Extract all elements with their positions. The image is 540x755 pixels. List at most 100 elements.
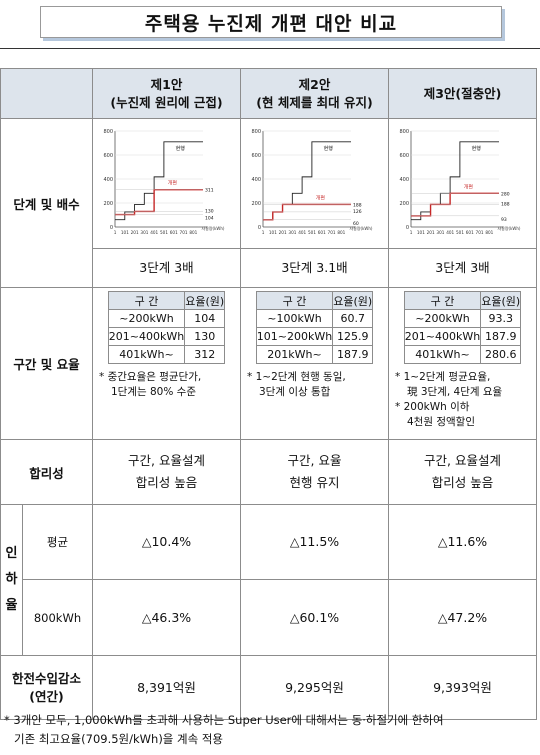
y-tick-label: 400	[399, 177, 409, 183]
rate-table-2: 구 간 요율(원) ~100kWh 60.7 101~200kWh 125.9 201…	[255, 291, 374, 364]
mini-cell: 130	[184, 327, 226, 346]
rate-note-2: * 1~2단계 현행 동일, 3단계 이상 통합	[247, 371, 346, 398]
col-header-3: 제3안(절충안)	[388, 68, 537, 119]
x-tick-label: 801	[485, 230, 493, 235]
reform-tariff-line	[114, 188, 203, 215]
x-tick-label: 301	[140, 230, 148, 235]
row-label-revenue: 한전수입감소 (연간)	[0, 655, 93, 720]
rate-table-1: 구 간 요율(원) ~200kWh 104 201~400kWh 130 401kWh…	[107, 291, 226, 364]
rationality-2: 구간, 요율 현행 유지	[240, 439, 389, 505]
x-tick-label: 501	[307, 230, 315, 235]
mini-cell: 401kWh~	[403, 345, 482, 364]
mini-cell: 201~400kWh	[403, 327, 482, 346]
step-summary-2: 3단계 3.1배	[240, 248, 389, 288]
row-label-steps: 단계 및 배수	[0, 118, 93, 288]
right-value-label: 311	[205, 187, 214, 193]
x-tick-label: 401	[446, 230, 454, 235]
mini-cell: ~200kWh	[107, 309, 186, 328]
x-tick-label: 301	[436, 230, 444, 235]
step-summary-3: 3단계 3배	[388, 248, 537, 288]
y-tick-label: 200	[399, 201, 409, 207]
x-tick-label: 101	[120, 230, 128, 235]
rationality-3: 구간, 요율설계 합리성 높음	[388, 439, 537, 505]
chart-cell-1: 800 600 400 200 0 1 101 201 301 401 501 601 701 801 사용…	[92, 118, 241, 249]
right-value-label: 104	[205, 215, 214, 221]
x-unit-label: 사용량(kWh)	[201, 225, 224, 231]
rate-cell-2: 구 간 요율(원) ~100kWh 60.7 101~200kWh 125.9 201…	[240, 287, 389, 440]
x-tick-label: 701	[327, 230, 335, 235]
rationality-1: 구간, 요율설계 합리성 높음	[92, 439, 241, 505]
chart-cell-3: 800 600 400 200 0 1 101 201 301 401 501 601 701 801 사용…	[388, 118, 537, 249]
current-label: 현행	[323, 145, 333, 152]
reform-label: 개편	[167, 179, 177, 186]
y-tick-label: 800	[103, 129, 113, 135]
x-tick-label: 201	[130, 230, 138, 235]
current-label: 현행	[175, 145, 185, 152]
x-tick-label: 501	[455, 230, 463, 235]
row-label-rates: 구간 및 요율	[0, 287, 93, 440]
rate-note-3: * 1~2단계 평균요율, 現 3단계, 4단계 요율 * 200kWh 이하 …	[395, 371, 503, 428]
mini-cell: 125.9	[332, 327, 374, 346]
right-value-label: 188	[501, 201, 510, 207]
x-tick-label: 801	[189, 230, 197, 235]
right-value-label: 188	[353, 202, 362, 208]
mini-head: 구 간	[107, 291, 186, 310]
x-tick-label: 801	[337, 230, 345, 235]
rate-cell-1: 구 간 요율(원) ~200kWh 104 201~400kWh 130 401kWh…	[92, 287, 241, 440]
x-tick-label: 401	[150, 230, 158, 235]
x-tick-label: 601	[465, 230, 473, 235]
step-chart-2: 800 600 400 200 01 101 201 301 401 501 601 701 801 사용…	[251, 129, 372, 235]
corner-cell	[0, 68, 93, 119]
x-tick-label: 401	[298, 230, 306, 235]
mini-head: 구 간	[255, 291, 334, 310]
mini-cell: 280.6	[480, 345, 522, 364]
row-label-avg: 평균	[22, 504, 93, 580]
current-label: 현행	[471, 145, 481, 152]
revenue-1: 8,391억원	[92, 655, 241, 720]
rate-cell-3: 구 간 요율(원) ~200kWh 93.3 201~400kWh 187.9 401…	[388, 287, 537, 440]
x-tick-label: 1	[113, 230, 116, 235]
x-tick-label: 201	[278, 230, 286, 235]
x-tick-label: 601	[169, 230, 177, 235]
y-tick-label: 600	[251, 153, 261, 159]
x-unit-label: 사용량(kWh)	[497, 225, 520, 231]
y-tick-label: 0	[257, 225, 260, 231]
mini-cell: 201kWh~	[255, 345, 334, 364]
mini-head: 요율(원)	[480, 291, 522, 310]
y-tick-label: 200	[251, 201, 261, 207]
x-tick-label: 101	[268, 230, 276, 235]
current-tariff-line	[410, 140, 499, 220]
avg-rate-1: △10.4%	[92, 504, 241, 580]
rate-note-1: * 중간요율은 평균단가, 1단계는 80% 수준	[99, 371, 202, 398]
chart-cell-2: 800 600 400 200 0 1 101 201 301 401 501 601 701 801 사용…	[240, 118, 389, 249]
right-value-label: 93	[501, 216, 507, 222]
x-tick-label: 301	[288, 230, 296, 235]
x-unit-label: 사용량(kWh)	[349, 225, 372, 231]
step-chart-1: 800 600 400 200 01 101 201 301 401 501 601 701 801 사용…	[103, 129, 224, 235]
x-tick-label: 1	[261, 230, 264, 235]
row-label-rationality: 합리성	[0, 439, 93, 505]
x-tick-label: 701	[475, 230, 483, 235]
mini-head: 요율(원)	[332, 291, 374, 310]
mini-cell: 187.9	[480, 327, 522, 346]
footnote: * 3개안 모두, 1,000kWh를 초과해 사용하는 Super User에…	[4, 713, 444, 746]
y-tick-label: 800	[251, 129, 261, 135]
mini-cell: 93.3	[480, 309, 522, 328]
y-tick-label: 800	[399, 129, 409, 135]
y-tick-label: 400	[251, 177, 261, 183]
right-value-label: 126	[353, 208, 362, 214]
x-tick-label: 501	[159, 230, 167, 235]
page-title: 주택용 누진제 개편 대안 비교	[144, 12, 398, 35]
reform-label: 개편	[463, 183, 473, 190]
mini-cell: 60.7	[332, 309, 374, 328]
right-value-label: 280	[501, 191, 510, 197]
step-chart-3: 800 600 400 200 01 101 201 301 401 501 601 701 801 사용…	[399, 129, 520, 235]
x-tick-label: 101	[416, 230, 424, 235]
mini-head: 요율(원)	[184, 291, 226, 310]
reform-label: 개편	[315, 194, 325, 201]
rate-table-3: 구 간 요율(원) ~200kWh 93.3 201~400kWh 187.9 401…	[403, 291, 522, 364]
mini-cell: 401kWh~	[107, 345, 186, 364]
x-tick-label: 601	[317, 230, 325, 235]
mini-cell: 101~200kWh	[255, 327, 334, 346]
right-value-label: 130	[205, 208, 214, 214]
